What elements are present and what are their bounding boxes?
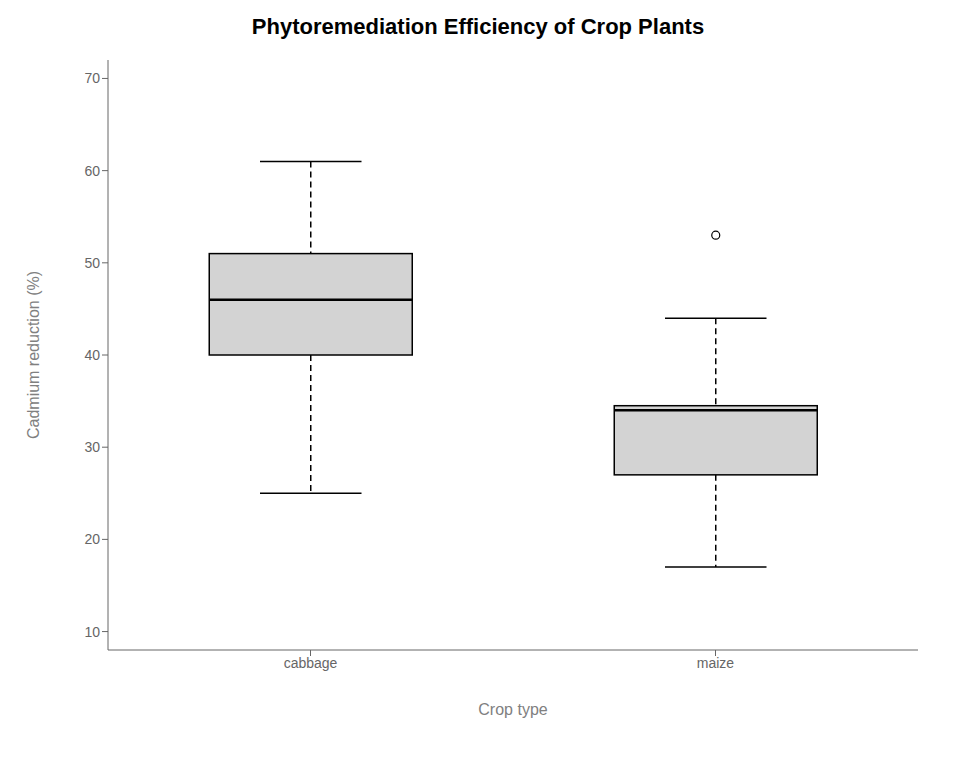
svg-text:30: 30	[84, 439, 100, 455]
svg-text:cabbage: cabbage	[284, 655, 338, 671]
svg-text:10: 10	[84, 624, 100, 640]
svg-text:Crop type: Crop type	[478, 701, 547, 718]
html-text:Phytoremediation Efficiency of: Phytoremediation Efficiency of Crop Plan…	[251, 14, 705, 39]
svg-text:60: 60	[84, 163, 100, 179]
svg-text:20: 20	[84, 531, 100, 547]
svg-text:50: 50	[84, 255, 100, 271]
svg-text:maize: maize	[697, 655, 735, 671]
svg-text:Cadmium reduction (%): Cadmium reduction (%)	[25, 271, 42, 439]
svg-text:40: 40	[84, 347, 100, 363]
svg-text:70: 70	[84, 70, 100, 86]
